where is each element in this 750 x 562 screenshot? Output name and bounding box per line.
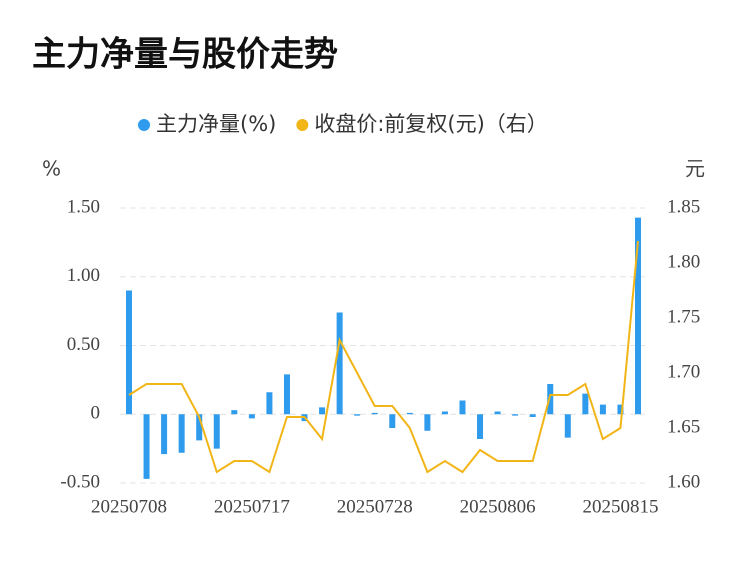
bar [617, 404, 624, 415]
bar [564, 414, 571, 438]
bar [512, 414, 519, 416]
bar [178, 414, 185, 453]
bar [354, 414, 361, 416]
bar [319, 407, 326, 415]
y-tick-label: 0.50 [67, 334, 100, 355]
bar [126, 290, 132, 415]
bar [196, 414, 203, 441]
y2-tick-label: 1.75 [667, 306, 700, 327]
x-tick-label: 20250815 [582, 496, 658, 517]
y2-axis-label: 元 [685, 157, 705, 181]
bar [529, 414, 536, 417]
bar [231, 410, 238, 415]
bar [336, 312, 343, 415]
legend-label: 主力净量(%) [156, 112, 276, 136]
bar [143, 414, 150, 479]
bar [406, 412, 413, 415]
price-line [128, 240, 639, 474]
bar [283, 374, 290, 415]
bar [599, 404, 606, 415]
y2-tick-label: 1.65 [667, 416, 700, 437]
y2-tick-label: 1.60 [667, 471, 700, 492]
bar [582, 393, 589, 415]
y-tick-label: 1.00 [67, 265, 100, 286]
y-axis-label: % [42, 157, 61, 181]
legend-marker [296, 119, 309, 131]
bar [477, 414, 484, 439]
bar [389, 414, 396, 428]
bar [459, 400, 466, 415]
chart-title: 主力净量与股价走势 [32, 35, 338, 75]
x-tick-label: 20250806 [460, 496, 536, 517]
x-tick-label: 20250708 [91, 496, 167, 517]
y-tick-label: 1.50 [67, 196, 100, 217]
bar [248, 414, 255, 419]
bar [635, 217, 641, 415]
bar [424, 414, 431, 431]
bar [494, 411, 501, 415]
bar [266, 392, 273, 415]
legend-marker [138, 119, 150, 131]
y2-tick-label: 1.70 [667, 361, 700, 382]
x-tick-label: 20250717 [214, 496, 290, 517]
legend: 主力净量(%) 收盘价:前复权(元)（右） [138, 112, 548, 136]
bar [213, 414, 220, 449]
x-tick-label: 20250728 [337, 496, 413, 517]
bar [161, 414, 168, 455]
y2-tick-label: 1.80 [667, 251, 700, 272]
bar [441, 411, 448, 415]
y2-tick-label: 1.85 [667, 196, 700, 217]
y-tick-label: 0 [91, 403, 101, 424]
y-tick-label: -0.50 [60, 471, 100, 492]
bar [371, 412, 378, 415]
bar [547, 384, 554, 415]
legend-label: 收盘价:前复权(元)（右） [314, 112, 547, 136]
